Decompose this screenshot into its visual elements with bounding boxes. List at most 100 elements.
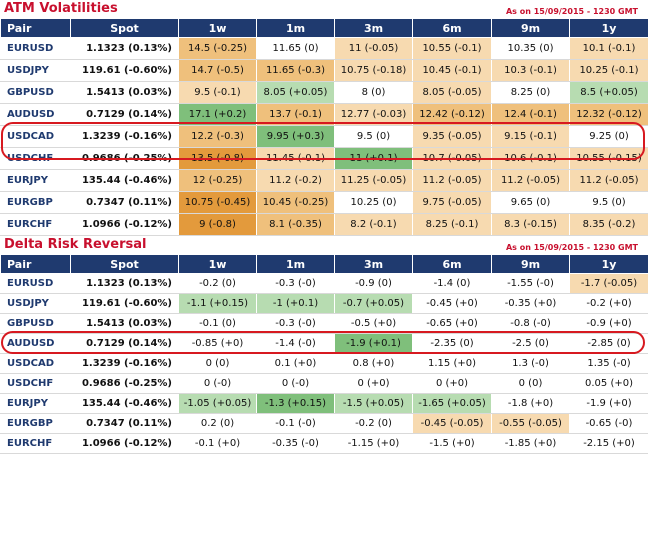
value-cell-9m: 12.4 (-0.1): [491, 103, 570, 126]
pair-cell: USDCAD: [0, 353, 71, 374]
table-row: USDCAD 1.3239 (-0.16%) 0 (0) 0.1 (+0) 0.8 (+…: [0, 353, 648, 374]
value-cell-6m: -1.65 (+0.05): [412, 393, 492, 414]
value-cell-9m: -1.85 (+0): [491, 433, 570, 454]
header-1y: 1y: [569, 254, 648, 274]
value-cell-1w: -1.1 (+0.15): [178, 293, 257, 314]
value-cell-1y: 11.2 (-0.05): [569, 169, 648, 192]
header-3m: 3m: [334, 18, 413, 38]
value-cell-3m: -1.5 (+0.05): [334, 393, 413, 414]
table-row: EURGBP 0.7347 (0.11%) 0.2 (0) -0.1 (-0) -0.2…: [0, 413, 648, 434]
value-cell-1w: 9 (-0.8): [178, 213, 257, 236]
value-cell-1m: -0.3 (-0): [256, 273, 335, 294]
value-cell-9m: 9.65 (0): [491, 191, 570, 214]
header-1y: 1y: [569, 18, 648, 38]
value-cell-1w: 17.1 (+0.2): [178, 103, 257, 126]
spot-cell: 0.7129 (0.14%): [70, 333, 179, 354]
value-cell-6m: -0.65 (+0): [412, 313, 492, 334]
value-cell-1y: -0.2 (+0): [569, 293, 648, 314]
spot-cell: 1.3239 (-0.16%): [70, 353, 179, 374]
rr-title: Delta Risk Reversal: [4, 237, 147, 252]
table-row: EURGBP 0.7347 (0.11%) 10.75 (-0.45) 10.45 (…: [0, 191, 648, 214]
value-cell-9m: 1.3 (-0): [491, 353, 570, 374]
spot-cell: 1.1323 (0.13%): [70, 37, 179, 60]
pair-cell: GBPUSD: [0, 313, 71, 334]
value-cell-1w: 0 (-0): [178, 373, 257, 394]
atm-title: ATM Volatilities: [4, 1, 118, 16]
value-cell-3m: 11 (+0.1): [334, 147, 413, 170]
value-cell-1y: -0.65 (-0): [569, 413, 648, 434]
value-cell-6m: -1.5 (+0): [412, 433, 492, 454]
value-cell-3m: 11.25 (-0.05): [334, 169, 413, 192]
value-cell-9m: 10.6 (-0.1): [491, 147, 570, 170]
value-cell-3m: -0.5 (+0): [334, 313, 413, 334]
value-cell-1m: -1.3 (+0.15): [256, 393, 335, 414]
value-cell-1w: 9.5 (-0.1): [178, 81, 257, 104]
value-cell-6m: 9.35 (-0.05): [412, 125, 492, 148]
header-1w: 1w: [178, 254, 257, 274]
value-cell-9m: -1.8 (+0): [491, 393, 570, 414]
pair-cell: USDJPY: [0, 293, 71, 314]
pair-cell: EURJPY: [0, 169, 71, 192]
value-cell-1m: -0.1 (-0): [256, 413, 335, 434]
pair-cell: EURUSD: [0, 273, 71, 294]
table-row: USDCAD 1.3239 (-0.16%) 12.2 (-0.3) 9.95 (+0…: [0, 125, 648, 148]
value-cell-3m: 12.77 (-0.03): [334, 103, 413, 126]
value-cell-1w: -1.05 (+0.05): [178, 393, 257, 414]
value-cell-1w: 0.2 (0): [178, 413, 257, 434]
value-cell-9m: 10.3 (-0.1): [491, 59, 570, 82]
pair-cell: EURCHF: [0, 433, 71, 454]
value-cell-3m: 11 (-0.05): [334, 37, 413, 60]
pair-cell: EURGBP: [0, 413, 71, 434]
pair-cell: USDJPY: [0, 59, 71, 82]
table-row: EURUSD 1.1323 (0.13%) 14.5 (-0.25) 11.65 (0…: [0, 37, 648, 60]
spot-cell: 1.0966 (-0.12%): [70, 213, 179, 236]
value-cell-1m: -1.4 (-0): [256, 333, 335, 354]
value-cell-1m: 11.65 (-0.3): [256, 59, 335, 82]
header-1m: 1m: [256, 254, 335, 274]
value-cell-1y: 8.35 (-0.2): [569, 213, 648, 236]
table-row: USDJPY 119.61 (-0.60%) 14.7 (-0.5) 11.65 (-…: [0, 59, 648, 82]
spot-cell: 0.9686 (-0.25%): [70, 147, 179, 170]
pair-cell: USDCHF: [0, 373, 71, 394]
value-cell-3m: 0.8 (+0): [334, 353, 413, 374]
value-cell-1w: 10.75 (-0.45): [178, 191, 257, 214]
header-spot: Spot: [70, 18, 179, 38]
value-cell-6m: -0.45 (+0): [412, 293, 492, 314]
value-cell-1y: 10.25 (-0.1): [569, 59, 648, 82]
spot-cell: 1.3239 (-0.16%): [70, 125, 179, 148]
spot-cell: 135.44 (-0.46%): [70, 169, 179, 192]
value-cell-1y: 9.25 (0): [569, 125, 648, 148]
value-cell-1w: 14.7 (-0.5): [178, 59, 257, 82]
pair-cell: GBPUSD: [0, 81, 71, 104]
value-cell-3m: -0.7 (+0.05): [334, 293, 413, 314]
value-cell-9m: 8.3 (-0.15): [491, 213, 570, 236]
spot-cell: 0.7129 (0.14%): [70, 103, 179, 126]
pair-cell: AUDUSD: [0, 333, 71, 354]
value-cell-1w: 12.2 (-0.3): [178, 125, 257, 148]
value-cell-9m: 9.15 (-0.1): [491, 125, 570, 148]
value-cell-1y: 0.05 (+0): [569, 373, 648, 394]
atm-section-title: ATM Volatilities As on 15/09/2015 - 1230…: [0, 0, 648, 18]
value-cell-6m: 8.05 (-0.05): [412, 81, 492, 104]
pair-cell: AUDUSD: [0, 103, 71, 126]
table-row: USDCHF 0.9686 (-0.25%) 0 (-0) 0 (-0) 0 (+0) 0…: [0, 373, 648, 394]
value-cell-6m: -2.35 (0): [412, 333, 492, 354]
table-row: GBPUSD 1.5413 (0.03%) 9.5 (-0.1) 8.05 (+0.0…: [0, 81, 648, 104]
atm-table: Pair Spot 1w 1m 3m 6m 9m 1y EURUSD 1.1323…: [0, 18, 648, 236]
value-cell-1y: 1.35 (-0): [569, 353, 648, 374]
value-cell-1y: 10.1 (-0.1): [569, 37, 648, 60]
header-pair: Pair: [0, 254, 71, 274]
value-cell-1m: 10.45 (-0.25): [256, 191, 335, 214]
value-cell-3m: -1.9 (+0.1): [334, 333, 413, 354]
value-cell-9m: -2.5 (0): [491, 333, 570, 354]
header-pair: Pair: [0, 18, 71, 38]
value-cell-6m: -1.4 (0): [412, 273, 492, 294]
value-cell-9m: 10.35 (0): [491, 37, 570, 60]
value-cell-6m: 0 (+0): [412, 373, 492, 394]
value-cell-3m: 8.2 (-0.1): [334, 213, 413, 236]
value-cell-1m: 9.95 (+0.3): [256, 125, 335, 148]
spot-cell: 135.44 (-0.46%): [70, 393, 179, 414]
value-cell-1w: 0 (0): [178, 353, 257, 374]
spot-cell: 119.61 (-0.60%): [70, 293, 179, 314]
table-row: AUDUSD 0.7129 (0.14%) -0.85 (+0) -1.4 (-0) -…: [0, 333, 648, 354]
